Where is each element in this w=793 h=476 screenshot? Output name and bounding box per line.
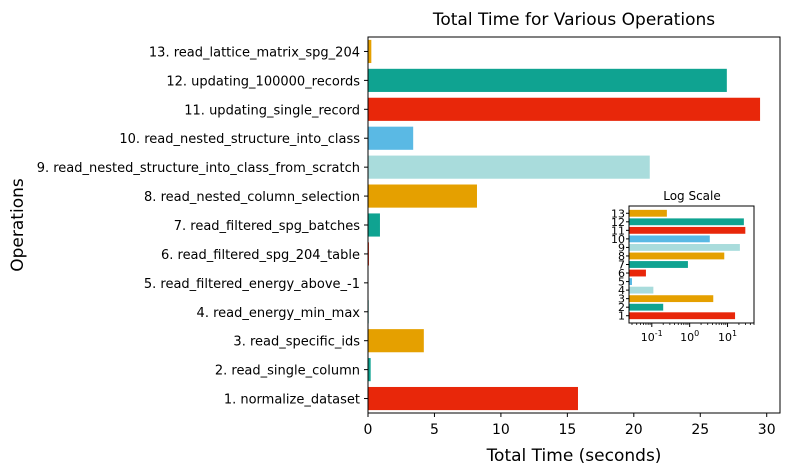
x-tick-label-0: 0 xyxy=(364,422,373,438)
x-tick-label-30: 30 xyxy=(758,422,776,438)
bar-9 xyxy=(368,155,650,179)
plot-frame xyxy=(367,36,781,414)
inset-bar-6 xyxy=(629,269,646,277)
inset-y-tick-label-4: 4 xyxy=(618,284,625,297)
y-tick-label-10: 10. read_nested_structure_into_class xyxy=(119,132,360,147)
inset-frame xyxy=(628,205,755,324)
bar-3 xyxy=(368,329,424,353)
inset-x-ticks: 10-1 100 101 xyxy=(631,323,755,344)
inset-x-tick-label-1: 100 xyxy=(680,329,699,344)
chart-title: Total Time for Various Operations xyxy=(432,10,715,30)
inset-bar-11 xyxy=(629,226,746,234)
inset-y-tick-label-3: 3 xyxy=(618,293,625,306)
inset-bars xyxy=(629,209,746,320)
bar-1 xyxy=(368,386,578,411)
inset-y-tick-label-11: 11 xyxy=(611,224,625,237)
inset-y-tick-label-7: 7 xyxy=(618,259,625,272)
y-tick-label-6: 6. read_filtered_spg_204_table xyxy=(161,248,360,263)
bar-2 xyxy=(368,358,371,382)
inset-bar-3 xyxy=(629,295,714,303)
inset-y-tick-label-2: 2 xyxy=(618,301,625,314)
inset-x-tick-label-2: 101 xyxy=(718,329,737,344)
inset-y-tick-label-6: 6 xyxy=(618,267,625,280)
y-tick-labels: 1. normalize_dataset 2. read_single_colum… xyxy=(37,45,368,408)
main-bars xyxy=(368,39,761,411)
bar-13 xyxy=(368,39,372,64)
inset-y-tick-label-13: 13 xyxy=(611,207,625,220)
x-tick-label-25: 25 xyxy=(691,422,709,438)
bar-8 xyxy=(368,184,477,208)
y-tick-label-7: 7. read_filtered_spg_batches xyxy=(174,219,360,234)
main-chart: Total Time for Various Operations 1. nor… xyxy=(8,10,781,466)
inset-y-tick-label-9: 9 xyxy=(618,241,625,254)
x-axis-label: Total Time (seconds) xyxy=(486,446,662,466)
y-tick-label-1: 1. normalize_dataset xyxy=(224,393,360,408)
x-tick-label-10: 10 xyxy=(492,422,510,438)
x-ticks: 0 5 10 15 20 25 30 xyxy=(364,413,776,438)
bar-11 xyxy=(368,97,761,121)
y-tick-label-12: 12. updating_100000_records xyxy=(166,74,360,89)
inset-y-tick-label-10: 10 xyxy=(611,233,625,246)
y-tick-label-9: 9. read_nested_structure_into_class_from… xyxy=(37,161,360,176)
inset-y-tick-label-1: 1 xyxy=(618,310,625,323)
inset-y-tick-label-5: 5 xyxy=(618,276,625,289)
inset-title: Log Scale xyxy=(663,189,721,203)
y-tick-label-11: 11. updating_single_record xyxy=(184,103,360,118)
y-tick-label-4: 4. read_energy_min_max xyxy=(197,306,361,321)
y-tick-label-8: 8. read_nested_column_selection xyxy=(144,190,360,205)
inset-bar-4 xyxy=(629,286,654,294)
y-tick-label-3: 3. read_specific_ids xyxy=(233,335,360,350)
inset-y-tick-label-8: 8 xyxy=(618,250,625,263)
y-tick-label-2: 2. read_single_column xyxy=(215,364,360,379)
inset-bar-10 xyxy=(629,235,710,243)
inset-bar-8 xyxy=(629,252,725,260)
inset-bar-1 xyxy=(629,312,736,320)
inset-bar-13 xyxy=(629,209,667,217)
inset-x-tick-label-0: 10-1 xyxy=(641,329,663,344)
y-axis-label: Operations xyxy=(8,178,28,272)
inset-bar-12 xyxy=(629,218,744,226)
bar-10 xyxy=(368,126,414,150)
x-tick-label-20: 20 xyxy=(625,422,643,438)
x-tick-label-5: 5 xyxy=(430,422,439,438)
inset-bar-7 xyxy=(629,261,688,268)
bar-7 xyxy=(368,213,380,237)
inset-y-tick-label-12: 12 xyxy=(611,216,625,229)
x-tick-label-15: 15 xyxy=(558,422,576,438)
inset-bar-2 xyxy=(629,303,664,311)
inset-bar-5 xyxy=(629,278,632,285)
inset-bar-9 xyxy=(629,244,740,251)
y-tick-label-13: 13. read_lattice_matrix_spg_204 xyxy=(149,45,360,60)
y-tick-label-5: 5. read_filtered_energy_above_-1 xyxy=(144,277,360,292)
bar-12 xyxy=(368,68,727,92)
